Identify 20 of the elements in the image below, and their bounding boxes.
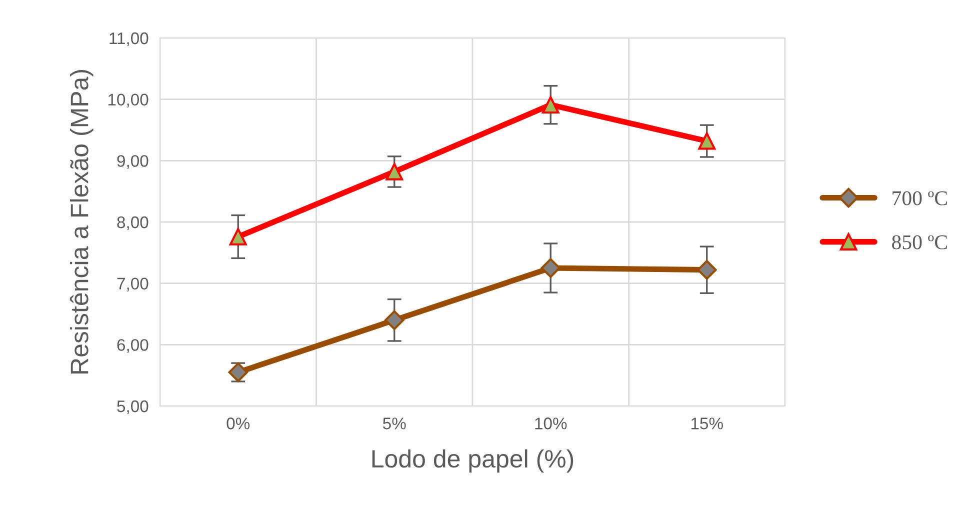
legend-label: 700 ºC bbox=[892, 191, 947, 206]
point bbox=[386, 163, 404, 180]
y-tick-label: 8,00 bbox=[117, 216, 148, 230]
y-tick-label: 11,00 bbox=[110, 32, 148, 46]
y-tick-label: 10,00 bbox=[108, 94, 148, 108]
point bbox=[698, 132, 716, 150]
y-tick-label: 5,00 bbox=[117, 400, 148, 414]
y-tick-label: 7,00 bbox=[117, 278, 148, 292]
x-tick-label: 15% bbox=[691, 418, 723, 430]
point bbox=[542, 96, 560, 114]
x-tick-label: 5% bbox=[382, 418, 406, 430]
point bbox=[229, 228, 247, 246]
y-tick-label: 9,00 bbox=[117, 155, 148, 169]
x-tick-label: 10% bbox=[535, 418, 567, 430]
point bbox=[384, 310, 404, 330]
y-axis-title: Resistência a Flexão (MPa) bbox=[70, 70, 94, 374]
y-tick-label: 6,00 bbox=[117, 339, 148, 353]
x-axis-title: Lodo de papel (%) bbox=[372, 449, 574, 473]
x-tick-label: 0% bbox=[226, 418, 250, 430]
legend-label: 850 ºC bbox=[892, 235, 947, 250]
